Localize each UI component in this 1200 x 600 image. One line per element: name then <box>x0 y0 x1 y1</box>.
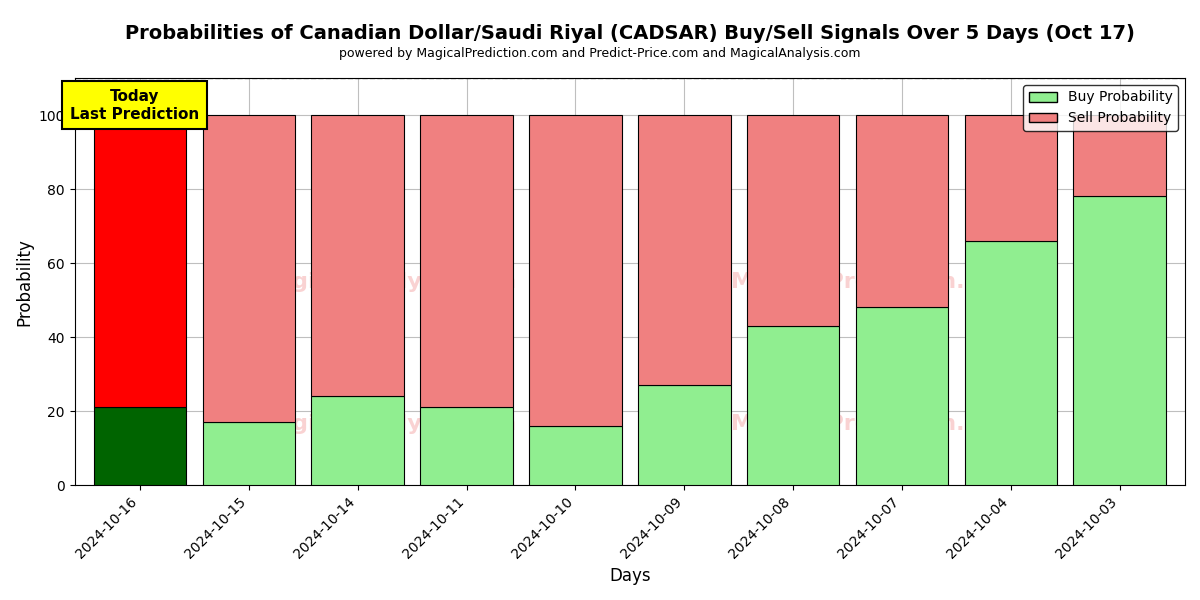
Text: powered by MagicalPrediction.com and Predict-Price.com and MagicalAnalysis.com: powered by MagicalPrediction.com and Pre… <box>340 47 860 60</box>
Bar <box>529 426 622 485</box>
Bar <box>746 326 839 485</box>
Bar <box>94 115 186 407</box>
Bar <box>746 115 839 326</box>
Bar <box>203 115 295 422</box>
Bar <box>965 115 1057 241</box>
Bar <box>1074 196 1166 485</box>
Text: MagicalAnalysis.com: MagicalAnalysis.com <box>254 414 516 434</box>
Bar <box>94 407 186 485</box>
Bar <box>529 115 622 426</box>
Bar <box>420 115 512 407</box>
Text: MagicalPrediction.com: MagicalPrediction.com <box>732 414 1016 434</box>
Bar <box>312 115 404 397</box>
Bar <box>1074 115 1166 196</box>
Bar <box>312 397 404 485</box>
Y-axis label: Probability: Probability <box>16 238 34 326</box>
Bar <box>965 241 1057 485</box>
Bar <box>856 307 948 485</box>
Bar <box>638 385 731 485</box>
Text: Today
Last Prediction: Today Last Prediction <box>70 89 199 122</box>
Bar <box>203 422 295 485</box>
Title: Probabilities of Canadian Dollar/Saudi Riyal (CADSAR) Buy/Sell Signals Over 5 Da: Probabilities of Canadian Dollar/Saudi R… <box>125 24 1135 43</box>
Bar <box>638 115 731 385</box>
Text: MagicalAnalysis.com: MagicalAnalysis.com <box>254 272 516 292</box>
X-axis label: Days: Days <box>610 567 650 585</box>
Bar <box>420 407 512 485</box>
Text: MagicalPrediction.com: MagicalPrediction.com <box>732 272 1016 292</box>
Bar <box>856 115 948 307</box>
Legend: Buy Probability, Sell Probability: Buy Probability, Sell Probability <box>1024 85 1178 131</box>
